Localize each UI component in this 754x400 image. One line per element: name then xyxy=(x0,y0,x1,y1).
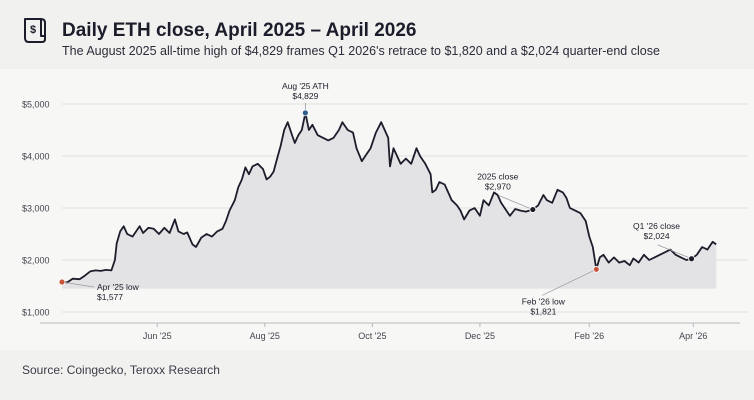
marker-apr-low xyxy=(58,278,66,286)
annotation-value-feb-low: $1,821 xyxy=(530,306,556,316)
annotation-leader-feb-low xyxy=(542,268,597,296)
annotation-leader-q1-close xyxy=(657,244,692,260)
marker-feb-low xyxy=(592,265,600,273)
svg-text:$: $ xyxy=(30,24,36,36)
x-tick-label: Jun '25 xyxy=(143,331,172,341)
y-tick-label: $3,000 xyxy=(22,204,50,214)
annotation-label-close-2025: 2025 close xyxy=(477,172,518,182)
page-subtitle: The August 2025 all-time high of $4,829 … xyxy=(62,44,660,58)
annotation-value-ath: $4,829 xyxy=(292,91,318,101)
page-title: Daily ETH close, April 2025 – April 2026 xyxy=(62,20,417,41)
annotation-label-feb-low: Feb '26 low xyxy=(522,296,566,306)
area-fill xyxy=(62,112,717,289)
annotation-leader-apr-low xyxy=(61,281,95,288)
chart-panel: $1,000 $2,000 $3,000 $4,000 $5,000 Jun '25 Au… xyxy=(0,69,754,350)
marker-ath xyxy=(301,109,309,117)
marker-q1-close xyxy=(688,255,695,263)
x-tick-label: Dec '25 xyxy=(465,331,495,341)
x-tick-label: Oct '25 xyxy=(358,331,386,341)
y-tick-label: $4,000 xyxy=(22,152,50,162)
source-note: Source: Coingecko, Teroxx Research xyxy=(22,363,220,377)
x-tick-label: Aug '25 xyxy=(250,331,280,341)
annotation-label-q1-close: Q1 '26 close xyxy=(633,221,680,231)
receipt-dollar-icon: $ xyxy=(24,18,46,43)
annotation-leader-close-2025 xyxy=(498,195,533,210)
y-tick-label: $1,000 xyxy=(22,308,50,318)
x-tick-label: Feb '26 xyxy=(574,331,604,341)
annotation-value-q1-close: $2,024 xyxy=(644,231,670,241)
y-tick-label: $5,000 xyxy=(22,100,50,110)
annotation-value-apr-low: $1,577 xyxy=(97,292,123,302)
eth-price-line xyxy=(61,112,717,284)
annotation-label-apr-low: Apr '25 low xyxy=(97,282,140,292)
annotation-value-close-2025: $2,970 xyxy=(485,182,511,192)
y-tick-label: $2,000 xyxy=(22,256,50,266)
annotation-label-ath: Aug '25 ATH xyxy=(282,81,329,91)
marker-close-2025 xyxy=(529,206,537,213)
x-tick-label: Apr '26 xyxy=(679,331,707,341)
